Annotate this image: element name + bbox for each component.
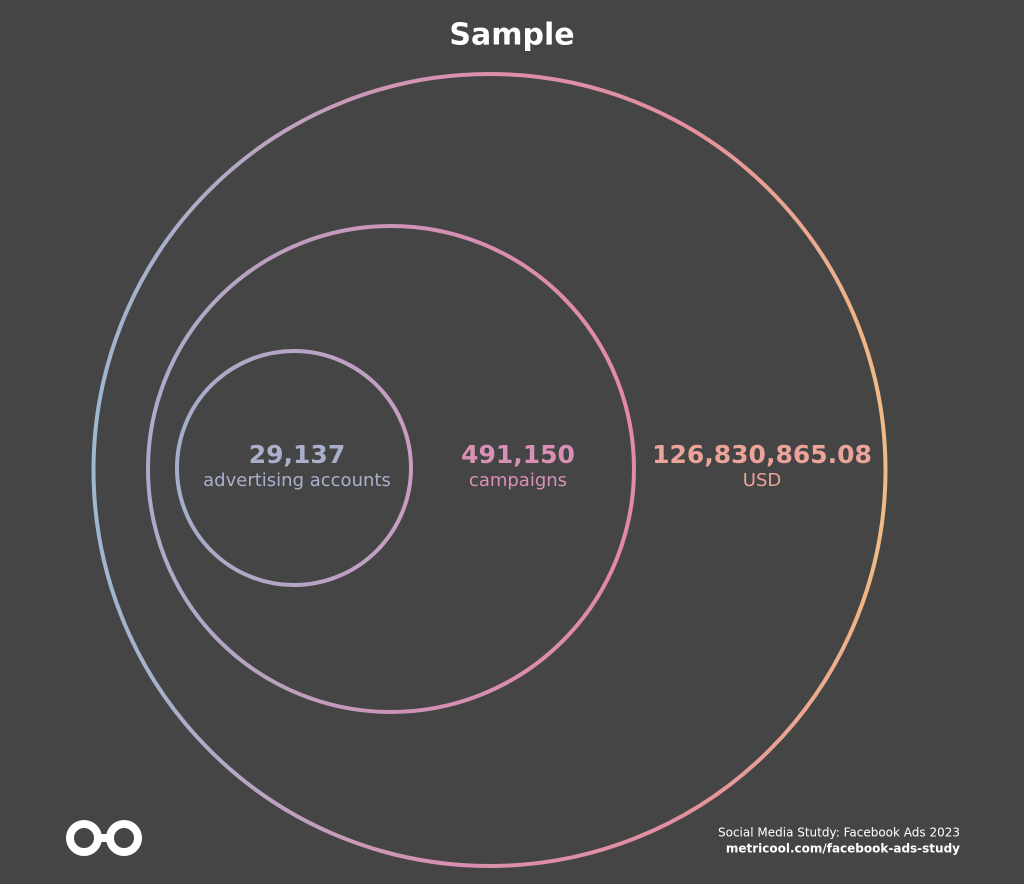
item-value: 491,150 — [461, 440, 575, 469]
logo — [66, 820, 142, 856]
item-label: advertising accounts — [203, 470, 391, 491]
title: Sample — [449, 18, 574, 53]
item-label: USD — [743, 470, 781, 491]
middle-circle — [146, 224, 636, 714]
item-value: 29,137 — [249, 440, 345, 469]
inner-circle — [175, 349, 413, 587]
footer-link: metricool.com/facebook-ads-study — [726, 842, 960, 856]
item-label: campaigns — [469, 470, 567, 491]
outer-circle — [91, 72, 888, 868]
item-value: 126,830,865.08 — [652, 440, 872, 469]
footer-study: Social Media Stutdy: Facebook Ads 2023 — [718, 826, 960, 840]
